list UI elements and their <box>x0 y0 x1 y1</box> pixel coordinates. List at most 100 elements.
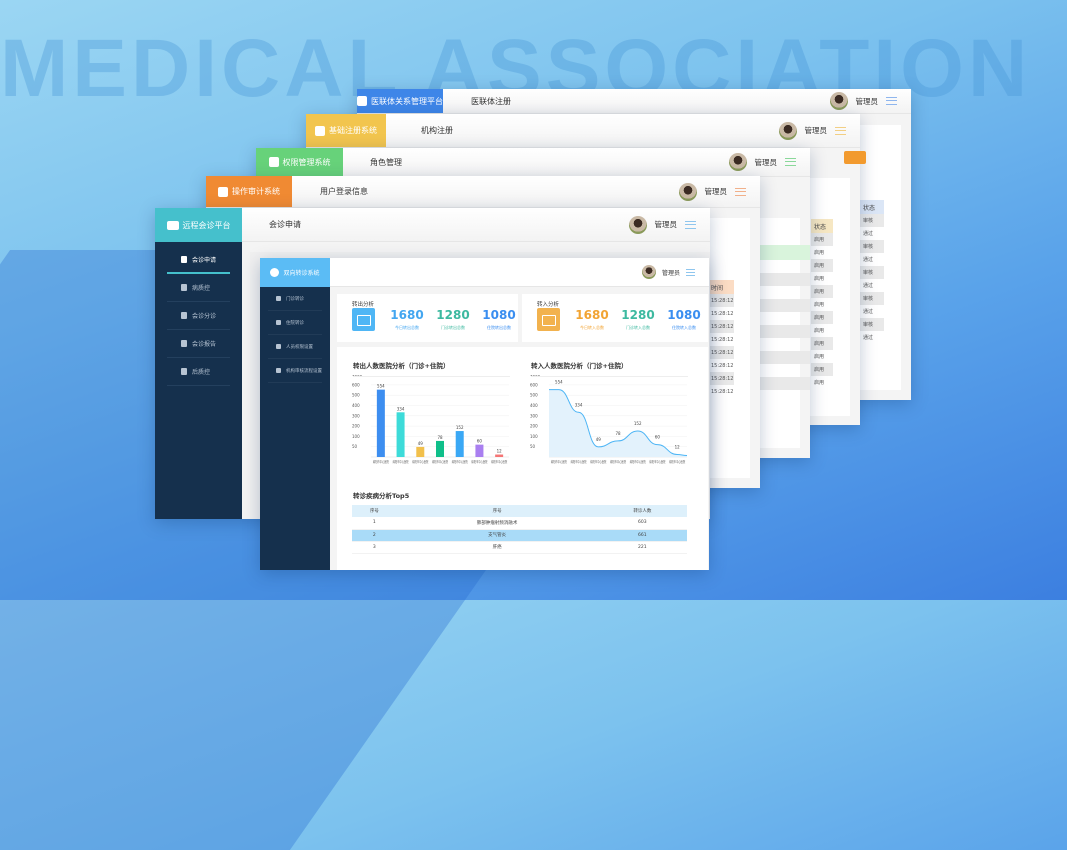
stat: 1280 门诊转出总数 <box>428 308 478 331</box>
menu-icon[interactable] <box>785 158 796 166</box>
time-column: 时间 15:28:12 15:28:12 15:28:12 15:28:12 15:28… <box>708 280 734 398</box>
x-tick-label: 绵阳市中心医院 <box>452 459 469 464</box>
x-tick-label: 绵阳市中心医院 <box>630 459 647 464</box>
table-cell: 2 <box>352 529 397 542</box>
menu-item-icon <box>276 296 281 301</box>
tab-remote-consultation[interactable]: 远程会诊平台 <box>155 208 242 242</box>
avatar <box>829 92 848 110</box>
avatar <box>678 182 697 201</box>
table-cell: 肝癌 <box>396 541 598 554</box>
menu-icon[interactable] <box>685 220 696 229</box>
window-header: 管理员 <box>330 258 709 287</box>
sidebar-item-label: 人员权限设置 <box>286 344 313 350</box>
sidebar-item[interactable]: 会诊申请 <box>167 246 230 274</box>
sidebar-item[interactable]: 后质控 <box>167 358 230 386</box>
user-menu[interactable]: 管理员 <box>628 208 696 241</box>
user-name: 管理员 <box>654 220 678 229</box>
bar <box>495 454 504 457</box>
page-title: 会诊申请 <box>269 220 301 229</box>
chat-icon <box>270 268 280 277</box>
table-title: 转诊疾病分析Top5 <box>353 492 410 500</box>
stat-label: 门诊转入总数 <box>626 325 650 330</box>
user-menu[interactable]: 管理员 <box>829 89 897 113</box>
stat-value: 1280 <box>621 308 655 322</box>
sidebar-item[interactable]: 人员权限设置 <box>268 335 322 359</box>
y-tick-label: 50 <box>530 444 536 449</box>
user-menu[interactable]: 管理员 <box>778 114 846 147</box>
tab-label: 基础注册系统 <box>329 126 377 135</box>
x-tick-label: 绵阳市中心医院 <box>649 459 666 464</box>
tab-referral[interactable]: 双向转诊系统 <box>260 258 330 287</box>
stat-label: 今日转出总数 <box>395 325 419 330</box>
status-column: 状态 审核 通过 审核 通过 审核 通过 审核 通过 审核 通过 <box>860 200 884 344</box>
sidebar-item[interactable]: 门诊转诊 <box>268 287 322 311</box>
table-cell: 15:28:12 <box>711 388 734 395</box>
table-cell: 通过 <box>863 283 874 289</box>
table-row[interactable]: 3 肝癌 221 <box>352 541 687 554</box>
data-label: 49 <box>596 437 602 442</box>
disease-table: 序号 序号 转诊人数 1 肺部肿瘤射频消融术 603 2 支气管炎 661 3 肝癌 221 <box>352 505 687 554</box>
data-label: 60 <box>477 439 483 444</box>
x-tick-label: 绵阳市中心医院 <box>610 459 627 464</box>
user-name: 管理员 <box>661 269 680 277</box>
stat-value: 1080 <box>482 308 516 322</box>
table-cell: 221 <box>597 541 687 554</box>
column-header: 序号 <box>352 505 397 517</box>
page-title: 医联体注册 <box>471 96 511 106</box>
document-icon <box>181 340 187 347</box>
stat: 1280 门诊转入总数 <box>613 308 663 331</box>
window-header: 医联体关系管理平台 医联体注册 管理员 <box>357 89 911 114</box>
stat-value: 1280 <box>436 308 470 322</box>
table-row[interactable]: 1 肺部肿瘤射频消融术 603 <box>352 517 687 530</box>
table-row[interactable]: 2 支气管炎 661 <box>352 529 687 542</box>
sidebar-item-label: 住院转诊 <box>286 320 304 326</box>
menu-icon[interactable] <box>886 97 897 105</box>
column-header: 转诊人数 <box>597 505 687 517</box>
card-label: 转出分析 <box>352 302 375 308</box>
x-tick-label: 绵阳市中心医院 <box>491 459 508 464</box>
status-column: 状态 启用 启用 启用 启用 启用 启用 启用 启用 启用 启用 启用 启用 <box>811 219 833 389</box>
tab-audit[interactable]: 操作审计系统 <box>206 176 292 207</box>
table-cell: 启用 <box>811 285 833 298</box>
card-label: 转入分析 <box>537 302 560 308</box>
user-menu[interactable]: 管理员 <box>728 148 796 176</box>
incoming-area-chart: 50 100 200 300 400 500 600 1000 554 绵阳市中心医院 334 绵阳市… <box>530 375 688 464</box>
menu-item-icon <box>276 320 281 325</box>
table-cell: 661 <box>597 529 687 542</box>
table-cell: 15:28:12 <box>711 362 734 369</box>
tab-label: 远程会诊平台 <box>182 220 231 230</box>
tab-permission[interactable]: 权限管理系统 <box>256 148 343 176</box>
table-cell: 支气管炎 <box>396 529 598 542</box>
menu-icon[interactable] <box>835 126 846 135</box>
page-title: 机构注册 <box>421 126 453 135</box>
y-tick-label: 50 <box>352 444 358 449</box>
x-tick-label: 绵阳市中心医院 <box>412 459 429 464</box>
menu-icon[interactable] <box>686 268 695 276</box>
incoming-icon <box>537 308 560 331</box>
table-cell: 审核 <box>860 318 884 331</box>
column-header: 状态 <box>860 200 884 214</box>
column-header: 序号 <box>396 505 598 517</box>
tab-medical-alliance[interactable]: 医联体关系管理平台 <box>357 89 443 113</box>
menu-icon[interactable] <box>735 187 746 196</box>
sidebar-item[interactable]: 病质控 <box>167 274 230 302</box>
avatar <box>778 121 797 140</box>
sidebar-item[interactable]: 住院转诊 <box>268 311 322 335</box>
sidebar-item[interactable]: 会诊报告 <box>167 330 230 358</box>
tab-basic-registration[interactable]: 基础注册系统 <box>306 114 386 147</box>
y-tick-label: 400 <box>530 403 538 408</box>
stat-value: 1680 <box>575 308 609 322</box>
table-cell: 启用 <box>814 276 825 282</box>
user-menu[interactable]: 管理员 <box>641 258 695 286</box>
sidebar-item[interactable]: 机构审核流程设置 <box>268 359 322 383</box>
chart-title-incoming: 转入人数医院分析（门诊+住院） <box>531 360 688 377</box>
action-button[interactable] <box>844 151 866 164</box>
sidebar-item[interactable]: 会诊分诊 <box>167 302 230 330</box>
tab-label: 医联体关系管理平台 <box>371 96 443 106</box>
series-line <box>549 389 688 457</box>
data-label: 152 <box>456 425 464 430</box>
table-cell: 启用 <box>811 259 833 272</box>
user-menu[interactable]: 管理员 <box>678 176 746 207</box>
data-label: 78 <box>437 435 443 440</box>
x-tick-label: 绵阳市中心医院 <box>590 459 607 464</box>
